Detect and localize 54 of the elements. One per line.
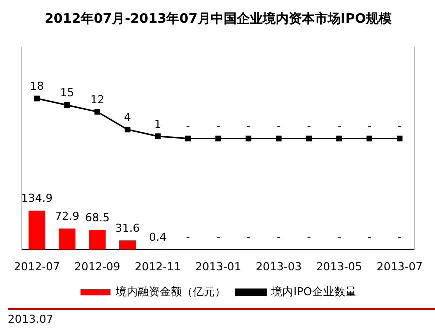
bar: [119, 240, 136, 250]
point: [276, 136, 282, 142]
point: [94, 109, 100, 115]
point: [397, 136, 403, 142]
data-label: -: [186, 231, 190, 244]
data-label: 31.6: [116, 222, 140, 236]
data-label: -: [216, 120, 221, 134]
chart-title: 2012年07月-2013年07月中国企业境内资本市场IPO规模: [44, 11, 392, 28]
data-label: -: [368, 231, 372, 244]
point: [155, 134, 161, 140]
data-label: 12: [90, 93, 105, 106]
point: [366, 136, 373, 142]
point: [124, 126, 131, 133]
data-label: -: [216, 231, 221, 244]
x-tick-label: 2012-09: [74, 260, 121, 274]
x-tick-label: 2013-01: [196, 260, 242, 274]
data-label: -: [246, 231, 251, 244]
point: [216, 136, 222, 142]
data-label: -: [398, 120, 402, 134]
point: [246, 136, 252, 142]
legend-label: 境内融资金额（亿元）: [115, 285, 226, 298]
bar: [28, 210, 46, 250]
point: [306, 136, 312, 142]
data-label: 0.4: [149, 231, 167, 244]
data-label: -: [337, 231, 342, 244]
data-label: 72.9: [55, 210, 80, 224]
x-tick-label: 2013-03: [256, 260, 302, 274]
data-label: -: [398, 231, 402, 244]
data-label: 1: [154, 118, 162, 131]
point: [34, 96, 40, 102]
x-tick-label: 2012-11: [135, 260, 182, 274]
data-label: -: [337, 120, 342, 134]
x-tick-label: 2013-07: [376, 260, 423, 274]
data-label: -: [307, 120, 312, 134]
data-label: -: [246, 120, 251, 134]
point: [64, 102, 70, 108]
data-label: 18: [30, 80, 44, 94]
bar: [59, 228, 76, 250]
point: [336, 136, 342, 142]
x-tick-label: 2012-07: [14, 260, 60, 274]
legend-label: 境内IPO企业数量: [270, 285, 356, 298]
data-label: -: [307, 231, 312, 244]
data-label: 134.9: [21, 192, 53, 206]
data-label: 68.5: [85, 211, 110, 224]
data-label: 15: [60, 86, 74, 100]
data-label: 4: [124, 111, 132, 124]
data-label: -: [186, 120, 190, 134]
bar: [89, 230, 106, 250]
text: 2013.07: [8, 308, 435, 326]
point: [185, 136, 192, 142]
x-tick-label: 2013-05: [316, 260, 362, 274]
data-label: -: [368, 120, 372, 134]
data-label: -: [276, 231, 281, 244]
data-label: -: [276, 120, 281, 134]
